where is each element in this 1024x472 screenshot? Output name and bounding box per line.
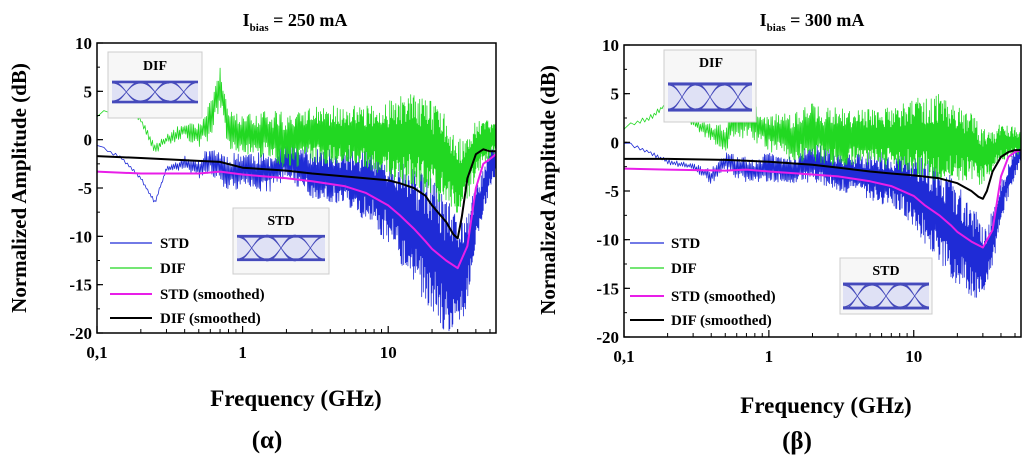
panel-a-series-dif — [97, 67, 496, 213]
panel-b-plot-area: 10 5 0 -5 -10 -15 -200,1 1 10 — [596, 36, 1021, 366]
panel-a-inset-std-label: STD — [267, 214, 294, 229]
panel-a-inset-dif-eye — [111, 80, 199, 104]
panel-b-inset-std: STD — [839, 257, 933, 315]
panel-a-axes-frame — [96, 42, 497, 334]
panel-b-y-tick-label: -15 — [596, 279, 619, 298]
panel-b-y-tick-label: 0 — [611, 133, 620, 152]
panel-b-y-axis-label: Normalized Amplitude (dB) — [536, 65, 560, 315]
eye-diagram-traces — [842, 282, 930, 310]
panel-b-inset-dif-eye — [667, 82, 753, 112]
panel-a-x-tick-label: 10 — [380, 343, 397, 362]
panel-a-y-tick-label: -10 — [69, 227, 92, 246]
panel-b-legend-label-std-smoothed: STD (smoothed) — [671, 289, 776, 305]
panel-b-axes-frame — [623, 44, 1022, 338]
panel-a-legend: STD DIF STD (smoothed) DIF (smoothed) — [110, 236, 265, 327]
panel-b-x-tick-label: 1 — [765, 347, 774, 366]
eye-diagram-traces — [111, 80, 199, 104]
panel-a-series-layer — [97, 67, 496, 332]
panel-a-inset-std: STD — [232, 207, 330, 275]
panel-b-panel-label: (β) — [782, 428, 812, 455]
panel-a-legend-label-dif-smoothed: DIF (smoothed) — [160, 311, 261, 327]
panel-a-x-tick-label: 0,1 — [86, 343, 107, 362]
panel-a-legend-label-dif: DIF — [160, 261, 186, 277]
panel-b-title-sub: bias — [767, 22, 787, 34]
panel-a-series-dif-smoothed — [97, 148, 496, 240]
panel-a-y-tick-label: 5 — [84, 82, 93, 101]
panel-b-title-main: I — [760, 10, 767, 30]
panel-a-title-main: I — [243, 10, 250, 30]
panel-a-title: Ibias = 250 mA — [243, 10, 348, 34]
panel-b-y-tick-label: 5 — [611, 85, 620, 104]
panel-b-inset-std-label: STD — [872, 264, 899, 279]
panel-a: Ibias = 250 mA 10 5 0 -5 -10 -15 -200,1 1 10 Nor… — [7, 10, 497, 454]
panel-b-legend: STD DIF STD (smoothed) DIF (smoothed) — [630, 236, 776, 329]
panel-b-y-tick-label: -5 — [605, 182, 619, 201]
panel-a-title-rest: = 250 mA — [269, 10, 348, 30]
panel-b-series-std-smoothed — [624, 149, 1021, 249]
panel-a-plot-area: 10 5 0 -5 -10 -15 -200,1 1 10 — [69, 34, 496, 362]
panel-b-inset-std-eye — [842, 282, 930, 310]
panel-b-title-rest: = 300 mA — [786, 10, 865, 30]
eye-diagram-traces — [667, 82, 753, 112]
panel-a-inset-std-eye — [236, 234, 326, 262]
panel-b-inset-dif: DIF — [663, 49, 757, 123]
panel-a-inset-dif-label: DIF — [143, 59, 167, 74]
panel-a-y-tick-label: 0 — [84, 131, 93, 150]
panel-b-y-tick-label: 10 — [602, 36, 619, 55]
panel-a-x-tick-label: 1 — [238, 343, 247, 362]
panel-a-inset-dif: DIF — [107, 51, 203, 119]
panel-b-legend-label-dif-smoothed: DIF (smoothed) — [671, 313, 772, 329]
panel-b-y-tick-label: -10 — [596, 231, 619, 250]
eye-diagram-traces — [236, 234, 326, 262]
panel-a-panel-label: (α) — [252, 427, 283, 454]
panel-b-x-axis-label: Frequency (GHz) — [740, 393, 911, 418]
panel-a-title-sub: bias — [250, 22, 270, 34]
panel-a-y-tick-label: -5 — [78, 179, 92, 198]
panel-a-y-tick-label: -20 — [69, 324, 92, 343]
panel-b-title: Ibias = 300 mA — [760, 10, 865, 34]
panel-a-legend-label-std: STD — [160, 236, 189, 252]
panel-a-series-std-smoothed — [97, 153, 496, 270]
panel-b: Ibias = 300 mA 10 5 0 -5 -10 -15 -200,1 1 10 Nor… — [536, 10, 1022, 455]
panel-b-series-dif-smoothed — [624, 149, 1021, 200]
panel-a-y-axis-label: Normalized Amplitude (dB) — [7, 63, 31, 313]
panel-a-y-tick-label: -15 — [69, 276, 92, 295]
panel-a-x-axis-label: Frequency (GHz) — [210, 386, 381, 411]
panel-b-x-tick-label: 0,1 — [613, 347, 634, 366]
panel-b-y-tick-label: -20 — [596, 328, 619, 347]
panel-b-inset-dif-label: DIF — [699, 56, 723, 71]
panel-b-legend-label-std: STD — [671, 236, 700, 252]
panel-a-y-tick-label: 10 — [75, 34, 92, 53]
panel-b-legend-label-dif: DIF — [671, 261, 697, 277]
panel-a-legend-label-std-smoothed: STD (smoothed) — [160, 287, 265, 303]
panel-b-x-tick-label: 10 — [905, 347, 922, 366]
